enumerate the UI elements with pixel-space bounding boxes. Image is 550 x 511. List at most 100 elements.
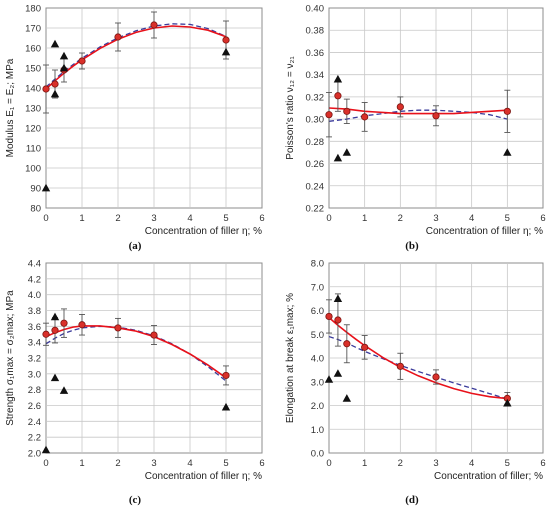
y-tick-label: 180 bbox=[25, 4, 41, 15]
chart-panel-4: 0.0 1.0 2.0 3.0 4.0 5.0 6.0 7.0 8.0 0 1 2 3 4 5 6 Concen… bbox=[285, 259, 546, 507]
mean-point bbox=[114, 324, 122, 332]
x-tick-label: 1 bbox=[362, 458, 367, 469]
mean-point bbox=[432, 112, 440, 120]
y-axis-label: Poisson's ratio ν₁₂ = ν₂₁ bbox=[285, 56, 296, 160]
y-tick-label: 8.0 bbox=[311, 259, 324, 270]
y-tick-label: 6.0 bbox=[311, 306, 324, 317]
y-tick-label: 0.26 bbox=[306, 159, 325, 170]
y-tick-label: 2.6 bbox=[28, 401, 41, 412]
triangle-point bbox=[50, 373, 60, 382]
fit-line-solid bbox=[329, 107, 508, 115]
x-tick-label: 2 bbox=[115, 458, 120, 469]
y-tick-label: 0.22 bbox=[306, 204, 325, 215]
y-axis-label: Strength σ₁max = σ₂max; MPa bbox=[5, 290, 16, 426]
y-tick-label: 0.38 bbox=[306, 26, 325, 37]
mean-point bbox=[343, 340, 351, 348]
triangle-point bbox=[324, 375, 334, 383]
triangle-point bbox=[342, 394, 352, 402]
triangle-point bbox=[221, 47, 231, 56]
chart-panel-3: 2.0 2.2 2.4 2.6 2.8 3.0 3.2 3.4 3.6 3.8 4.0 4.2 4.4 0… bbox=[5, 259, 265, 507]
x-tick-label: 5 bbox=[505, 213, 510, 224]
x-tick-label: 3 bbox=[151, 458, 156, 469]
y-tick-label: 0.34 bbox=[306, 70, 325, 81]
x-tick-label: 5 bbox=[505, 458, 510, 469]
triangle-point bbox=[59, 51, 69, 60]
x-tick-label: 5 bbox=[223, 458, 228, 469]
mean-point bbox=[503, 107, 511, 115]
mean-point bbox=[150, 21, 158, 29]
y-tick-label: 2.0 bbox=[311, 401, 324, 412]
x-tick-label: 4 bbox=[469, 458, 474, 469]
y-axis-label: Elongation at break ε₁max; % bbox=[285, 293, 296, 423]
y-tick-label: 0.40 bbox=[306, 4, 325, 15]
x-tick-label: 3 bbox=[433, 213, 438, 224]
mean-point bbox=[361, 113, 369, 121]
x-tick-label: 5 bbox=[223, 213, 228, 224]
y-tick-label: 4.4 bbox=[28, 259, 41, 270]
y-tick-label: 0.28 bbox=[306, 137, 325, 148]
y-tick-label: 150 bbox=[25, 64, 41, 75]
x-tick-label: 3 bbox=[433, 458, 438, 469]
x-tick-label: 4 bbox=[187, 213, 192, 224]
triangle-point bbox=[333, 74, 343, 83]
y-tick-label: 0.0 bbox=[311, 449, 324, 460]
y-tick-label: 120 bbox=[25, 124, 41, 135]
chart-panel-2: 0.22 0.24 0.26 0.28 0.30 0.32 0.34 0.36 0.38 0.40… bbox=[285, 4, 546, 253]
x-tick-label: 2 bbox=[398, 458, 403, 469]
y-tick-label: 90 bbox=[30, 184, 41, 195]
mean-point bbox=[334, 92, 342, 100]
panel-label: (c) bbox=[129, 494, 142, 506]
x-tick-label: 2 bbox=[115, 213, 120, 224]
triangle-point bbox=[41, 183, 51, 192]
y-tick-label: 3.6 bbox=[28, 322, 41, 333]
y-tick-label: 80 bbox=[30, 204, 41, 215]
y-tick-label: 4.2 bbox=[28, 274, 41, 285]
mean-point bbox=[396, 103, 404, 111]
x-tick-label: 6 bbox=[259, 213, 264, 224]
y-axis-label: Modulus E₁ = E₂; MPa bbox=[5, 58, 16, 157]
triangle-point bbox=[503, 148, 512, 156]
y-tick-label: 3.0 bbox=[311, 377, 324, 388]
y-tick-label: 7.0 bbox=[311, 282, 324, 293]
y-tick-label: 1.0 bbox=[311, 425, 324, 436]
mean-point bbox=[42, 85, 50, 93]
y-tick-label: 3.0 bbox=[28, 369, 41, 380]
mean-point bbox=[78, 321, 86, 329]
mean-point bbox=[60, 319, 68, 327]
x-tick-label: 0 bbox=[326, 458, 331, 469]
triangle-point bbox=[333, 369, 343, 377]
y-tick-label: 2.2 bbox=[28, 433, 41, 444]
y-tick-label: 0.24 bbox=[306, 181, 325, 192]
triangle-point bbox=[50, 89, 60, 98]
x-tick-label: 2 bbox=[398, 213, 403, 224]
triangle-point bbox=[342, 148, 352, 156]
mean-point bbox=[114, 33, 122, 41]
y-tick-label: 100 bbox=[25, 164, 41, 175]
x-axis-label: Concentration of filler; % bbox=[434, 471, 543, 482]
mean-point bbox=[325, 111, 333, 119]
x-tick-label: 1 bbox=[79, 213, 84, 224]
y-tick-label: 2.4 bbox=[28, 417, 41, 428]
y-tick-label: 110 bbox=[26, 144, 41, 155]
mean-point bbox=[150, 331, 158, 339]
mean-point bbox=[432, 373, 440, 381]
y-tick-label: 0.32 bbox=[306, 92, 325, 103]
x-tick-label: 6 bbox=[540, 213, 545, 224]
triangle-point bbox=[221, 402, 231, 411]
x-axis-label: Concentration of filler η; % bbox=[145, 226, 262, 237]
x-axis-label: Concentration of filler η; % bbox=[426, 226, 543, 237]
x-tick-label: 6 bbox=[540, 458, 545, 469]
y-tick-label: 160 bbox=[25, 44, 41, 55]
fit-line-dashed bbox=[329, 109, 508, 122]
x-tick-label: 6 bbox=[259, 458, 264, 469]
triangle-point bbox=[59, 63, 69, 72]
x-tick-label: 0 bbox=[326, 213, 331, 224]
mean-point bbox=[78, 57, 86, 65]
x-tick-label: 0 bbox=[43, 458, 48, 469]
y-tick-label: 170 bbox=[25, 24, 41, 35]
x-tick-label: 1 bbox=[362, 213, 367, 224]
triangle-point bbox=[333, 294, 343, 302]
y-tick-label: 5.0 bbox=[311, 330, 324, 341]
panel-label: (a) bbox=[129, 240, 142, 252]
